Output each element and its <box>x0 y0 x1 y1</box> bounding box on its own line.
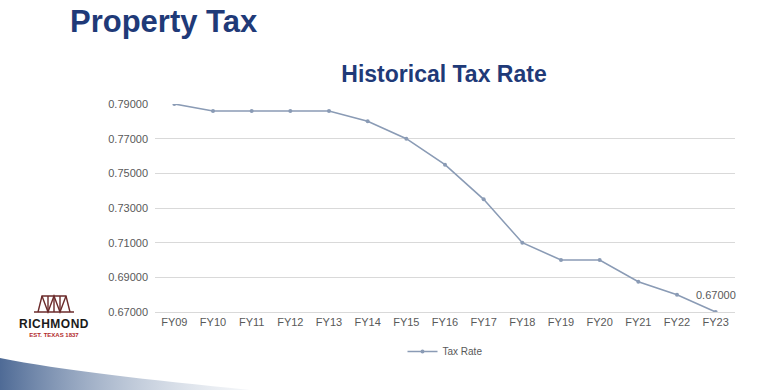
svg-text:FY15: FY15 <box>393 316 419 328</box>
svg-text:FY20: FY20 <box>587 316 613 328</box>
svg-text:0.69000: 0.69000 <box>108 271 148 283</box>
svg-text:0.71000: 0.71000 <box>108 237 148 249</box>
html-text:Property Tax: Property Tax <box>70 4 258 39</box>
svg-text:FY19: FY19 <box>548 316 574 328</box>
svg-text:0.77000: 0.77000 <box>108 133 148 145</box>
svg-text:FY11: FY11 <box>239 316 264 328</box>
svg-text:FY18: FY18 <box>509 316 535 328</box>
svg-text:FY12: FY12 <box>277 316 303 328</box>
html-text:RICHMOND: RICHMOND <box>19 317 89 331</box>
svg-text:FY23: FY23 <box>703 316 729 328</box>
svg-text:FY17: FY17 <box>471 316 497 328</box>
svg-text:0.67000: 0.67000 <box>696 289 736 301</box>
svg-text:FY09: FY09 <box>161 316 187 328</box>
svg-text:Tax Rate: Tax Rate <box>443 346 483 357</box>
svg-text:FY21: FY21 <box>625 316 651 328</box>
svg-text:FY22: FY22 <box>664 316 690 328</box>
svg-text:FY14: FY14 <box>355 316 381 328</box>
svg-text:FY16: FY16 <box>432 316 458 328</box>
svg-text:0.79000: 0.79000 <box>108 98 148 110</box>
svg-text:FY13: FY13 <box>316 316 342 328</box>
svg-text:0.73000: 0.73000 <box>108 202 148 214</box>
svg-text:FY10: FY10 <box>200 316 226 328</box>
svg-text:Historical Tax Rate: Historical Tax Rate <box>341 61 546 87</box>
svg-text:0.67000: 0.67000 <box>108 306 148 318</box>
html-text:EST. TEXAS 1837: EST. TEXAS 1837 <box>29 332 79 338</box>
svg-text:0.75000: 0.75000 <box>108 167 148 179</box>
